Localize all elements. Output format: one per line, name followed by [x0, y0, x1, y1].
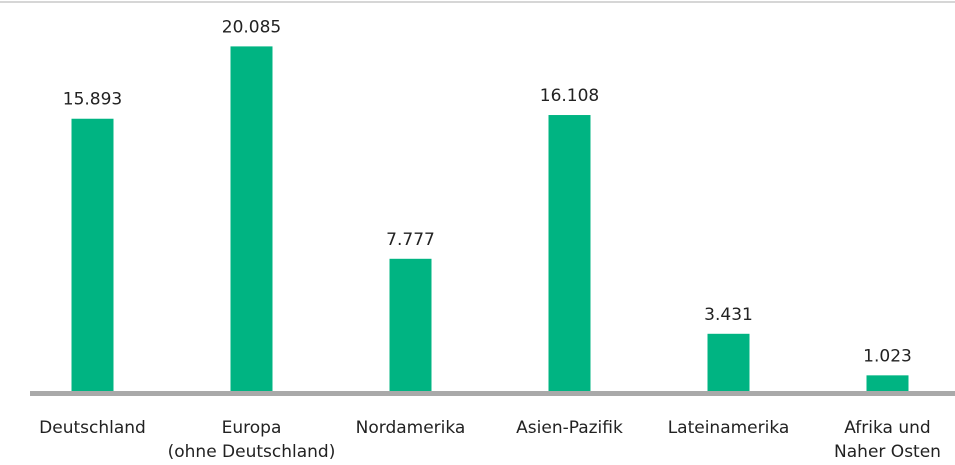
value-label: 16.108 [540, 86, 599, 106]
value-label: 20.085 [222, 17, 281, 37]
bar [71, 118, 114, 393]
bar [866, 375, 909, 393]
bar [548, 115, 591, 393]
value-label: 15.893 [63, 90, 122, 110]
x-tick-label: Europa (ohne Deutschland) [167, 418, 336, 462]
x-tick-label: Nordamerika [355, 418, 466, 438]
value-label: 1.023 [863, 346, 912, 366]
bar [230, 46, 273, 393]
x-tick-label: Lateinamerika [667, 418, 790, 438]
x-tick-label: Asien-Pazifik [516, 418, 623, 438]
x-tick-label: Afrika und Naher Osten [834, 418, 941, 462]
value-label: 7.777 [386, 230, 435, 250]
bar [389, 258, 432, 393]
bar [707, 333, 750, 393]
value-label: 3.431 [704, 305, 753, 325]
x-tick-label: Deutschland [39, 418, 146, 438]
x-axis-line [30, 391, 955, 396]
